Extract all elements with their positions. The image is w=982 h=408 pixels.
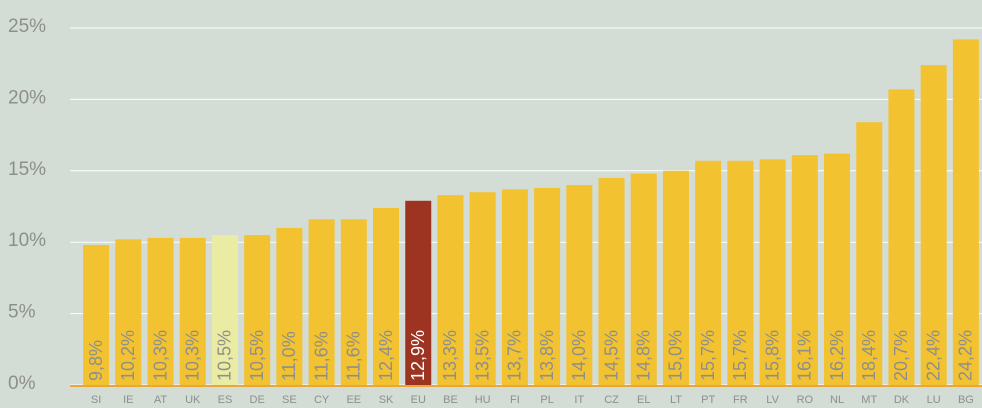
value-label: 10,2% <box>118 330 138 381</box>
bar <box>147 237 174 385</box>
value-label: 16,1% <box>795 330 815 381</box>
bar <box>662 170 689 385</box>
value-label: 10,3% <box>150 330 170 381</box>
x-tick-label: BG <box>958 394 974 406</box>
bar <box>952 39 979 385</box>
value-label: 18,4% <box>859 330 879 381</box>
value-label: 24,2% <box>956 330 976 381</box>
bar <box>437 195 464 385</box>
bar <box>179 237 206 385</box>
y-tick-label: 25% <box>8 16 46 37</box>
x-tick-label: DK <box>894 394 910 406</box>
x-tick-label: RO <box>797 394 814 406</box>
bar <box>598 177 625 385</box>
value-label: 15,8% <box>762 330 782 381</box>
bar <box>630 173 657 385</box>
value-label: 10,5% <box>247 330 267 381</box>
value-label: 13,7% <box>505 330 525 381</box>
y-tick-label: 15% <box>8 159 46 180</box>
x-tick-label: PT <box>701 394 715 406</box>
value-label: 15,7% <box>698 330 718 381</box>
bar <box>405 200 432 385</box>
bar <box>534 187 561 385</box>
x-tick-label: SI <box>91 394 101 406</box>
value-label: 13,3% <box>440 330 460 381</box>
value-label: 9,8% <box>86 340 106 381</box>
value-label: 13,8% <box>537 330 557 381</box>
x-tick-label: SK <box>379 394 394 406</box>
bar <box>920 65 947 386</box>
bar <box>727 160 754 385</box>
bar <box>791 155 818 385</box>
x-tick-label: ES <box>218 394 233 406</box>
value-label: 15,7% <box>730 330 750 381</box>
x-tick-label: DE <box>250 394 265 406</box>
value-label: 11,6% <box>344 331 364 381</box>
x-tick-label: AT <box>154 394 168 406</box>
bar <box>115 239 142 385</box>
value-label: 14,0% <box>569 330 589 381</box>
bar <box>340 219 367 385</box>
bar <box>695 160 722 385</box>
value-label: 11,0% <box>279 331 299 381</box>
x-tick-label: SE <box>282 394 297 406</box>
x-tick-label: FI <box>510 394 520 406</box>
value-label: 14,5% <box>601 330 621 381</box>
y-tick-label: 5% <box>8 302 36 323</box>
bar <box>211 235 238 385</box>
x-tick-label: LT <box>670 394 682 406</box>
value-label: 10,3% <box>183 330 203 381</box>
bar <box>469 192 496 385</box>
value-label: 12,4% <box>376 330 396 381</box>
bar <box>824 153 851 385</box>
y-tick-label: 0% <box>8 373 36 394</box>
bar <box>566 185 593 385</box>
bar <box>501 189 528 385</box>
x-tick-label: FR <box>733 394 748 406</box>
x-tick-label: NL <box>830 394 844 406</box>
value-label: 12,9% <box>408 330 428 381</box>
y-tick-label: 20% <box>8 87 46 108</box>
value-label: 22,4% <box>923 330 943 381</box>
bar <box>83 245 110 385</box>
x-tick-label: CZ <box>604 394 619 406</box>
value-label: 16,2% <box>827 330 847 381</box>
value-label: 13,5% <box>472 330 492 381</box>
bar <box>373 207 400 385</box>
value-label: 11,6% <box>311 331 331 381</box>
x-tick-label: UK <box>185 394 201 406</box>
value-label: 15,0% <box>666 330 686 381</box>
bar <box>856 122 883 386</box>
bar <box>888 89 915 386</box>
x-tick-label: EL <box>637 394 650 406</box>
x-tick-label: IT <box>574 394 584 406</box>
x-tick-label: LV <box>766 394 779 406</box>
x-tick-label: BE <box>443 394 458 406</box>
bar <box>308 219 335 385</box>
value-label: 10,5% <box>215 330 235 381</box>
x-tick-label: EE <box>346 394 361 406</box>
value-label: 14,8% <box>634 330 654 381</box>
bar <box>244 235 271 385</box>
bar <box>759 159 786 385</box>
x-tick-label: MT <box>861 394 877 406</box>
x-tick-label: LU <box>927 394 941 406</box>
x-tick-label: IE <box>123 394 133 406</box>
y-tick-label: 10% <box>8 230 46 251</box>
bar <box>276 227 303 385</box>
x-tick-label: HU <box>475 394 491 406</box>
x-tick-label: PL <box>540 394 553 406</box>
x-tick-label: CY <box>314 394 330 406</box>
x-tick-label: EU <box>411 394 426 406</box>
value-label: 20,7% <box>891 330 911 381</box>
